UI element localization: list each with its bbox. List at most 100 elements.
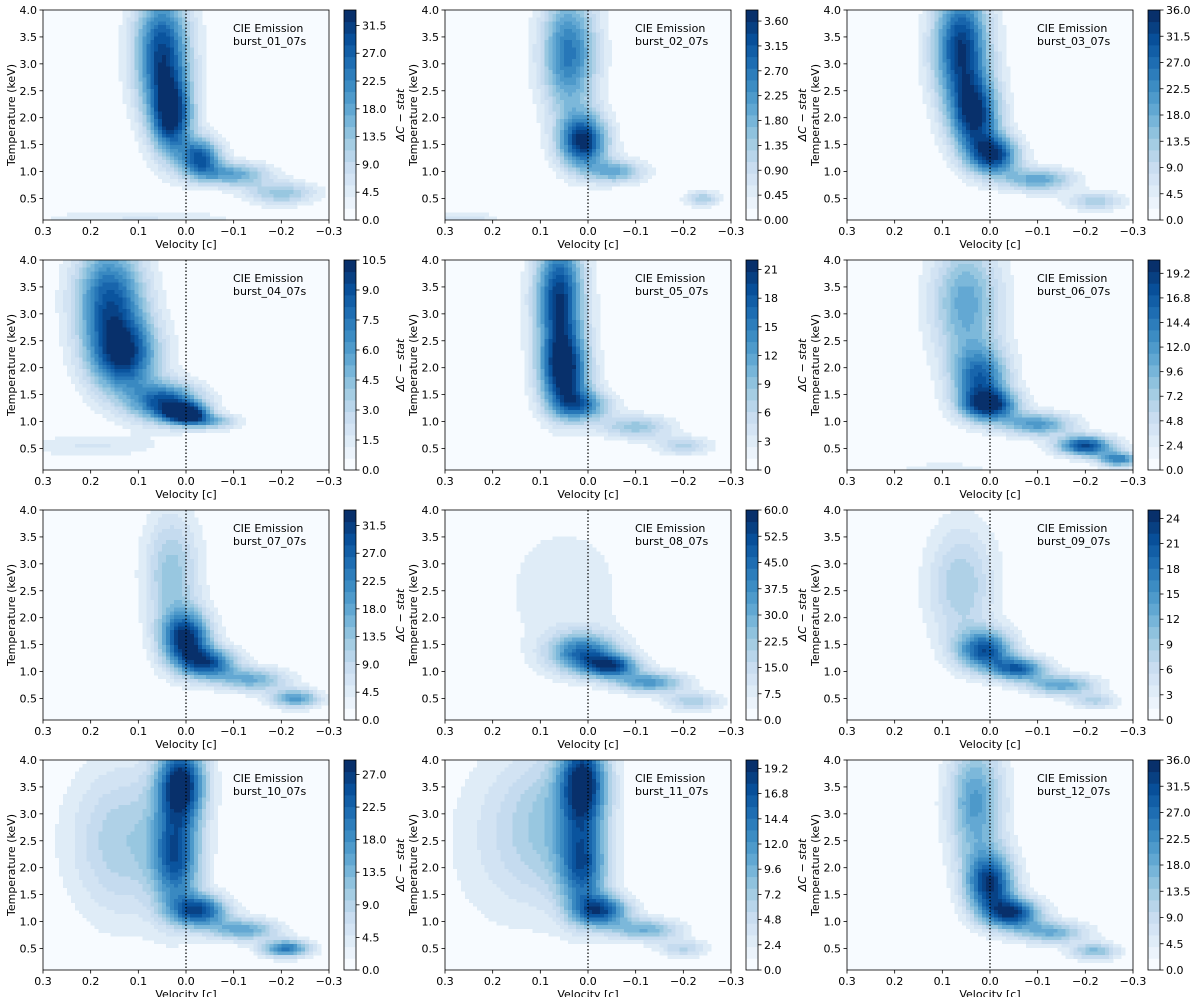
heat-cell [205, 178, 211, 183]
heat-cell [142, 338, 147, 343]
heat-cell [1005, 133, 1011, 138]
heat-cell [122, 331, 127, 336]
heat-cell [560, 73, 565, 78]
heat-cell [138, 62, 143, 67]
heat-cell [962, 66, 967, 71]
heat-cell [1029, 148, 1035, 153]
heat-cell [954, 81, 959, 86]
heat-cell [970, 28, 975, 33]
heat-cell [102, 395, 107, 400]
heat-cell [552, 115, 557, 120]
heat-cell [205, 133, 211, 138]
heat-cell [245, 197, 250, 202]
heat-cell [154, 316, 159, 321]
heat-cell [201, 182, 207, 187]
heat-cell [102, 451, 107, 456]
heat-cell [966, 107, 971, 112]
heat-cell [536, 32, 541, 37]
heat-cell [591, 40, 597, 45]
heat-cell [958, 160, 963, 165]
heat-cell [130, 118, 135, 123]
heat-cell [623, 182, 629, 187]
heat-cell [986, 103, 991, 108]
heat-cell [86, 216, 92, 221]
heat-cell [691, 193, 696, 198]
heat-cell [126, 361, 131, 366]
colorbar-segment [746, 33, 758, 46]
heat-cell [556, 171, 561, 176]
heat-cell [595, 163, 601, 168]
heat-cell [1105, 197, 1110, 202]
heat-cell [134, 96, 139, 101]
heat-cell [966, 25, 971, 30]
heat-cell [134, 398, 139, 403]
heat-cell [134, 43, 139, 48]
heat-cell [966, 55, 971, 60]
heat-cell [158, 103, 163, 108]
heat-cell [595, 175, 601, 180]
heat-cell [182, 171, 187, 176]
heat-cell [213, 160, 219, 165]
heat-cell [552, 100, 557, 105]
heat-cell [954, 92, 959, 97]
heat-cell [568, 156, 573, 161]
heat-cell [1017, 190, 1023, 195]
heat-cell [189, 133, 195, 138]
heat-cell [607, 40, 613, 45]
heat-cell [70, 267, 76, 272]
heat-cell [1005, 88, 1011, 93]
heat-cell [50, 443, 56, 448]
heat-cell [576, 73, 581, 78]
heat-cell [138, 122, 143, 127]
heat-cell [253, 178, 258, 183]
heat-cell [74, 301, 80, 306]
heat-cell [934, 96, 939, 101]
heat-cell [603, 47, 609, 52]
heat-cell [643, 167, 648, 172]
heat-cell [934, 58, 939, 63]
heat-cell [90, 331, 96, 336]
heat-cell [82, 451, 88, 456]
heat-cell [166, 81, 171, 86]
heat-cell [611, 126, 617, 131]
heat-cell [595, 130, 601, 135]
heat-cell [90, 267, 96, 272]
heat-cell [78, 323, 84, 328]
heat-cell [926, 66, 931, 71]
heat-cell [154, 320, 159, 325]
heat-cell [138, 421, 143, 426]
heat-cell [158, 167, 163, 172]
heat-cell [966, 163, 971, 168]
heat-cell [265, 186, 270, 191]
heat-cell [635, 171, 641, 176]
colorbar-frame [745, 9, 759, 221]
heat-cell [82, 308, 88, 313]
heat-cell [611, 163, 617, 168]
heat-cell [94, 443, 100, 448]
heat-cell [982, 32, 987, 37]
heat-cell [1037, 175, 1043, 180]
heat-cell [130, 275, 135, 280]
heat-cell [576, 25, 581, 30]
heat-cell [253, 160, 258, 165]
heat-cell [954, 43, 959, 48]
heat-cell [588, 167, 593, 172]
heat-cell [993, 103, 999, 108]
heat-cell [918, 43, 923, 48]
heat-cell [277, 175, 282, 180]
heat-cell [532, 73, 537, 78]
heat-cell [1013, 148, 1019, 153]
heat-cell [1009, 115, 1015, 120]
heat-cell [130, 96, 135, 101]
heat-cell [966, 171, 971, 176]
heat-cell [134, 122, 139, 127]
heat-cell [540, 55, 545, 60]
heat-cell [946, 92, 951, 97]
heat-cell [142, 13, 147, 18]
heat-cell [249, 182, 254, 187]
heat-cell [94, 383, 100, 388]
heat-cell [182, 88, 187, 93]
heat-cell [178, 85, 183, 90]
heat-cell [560, 100, 565, 105]
heat-cell [576, 28, 581, 33]
